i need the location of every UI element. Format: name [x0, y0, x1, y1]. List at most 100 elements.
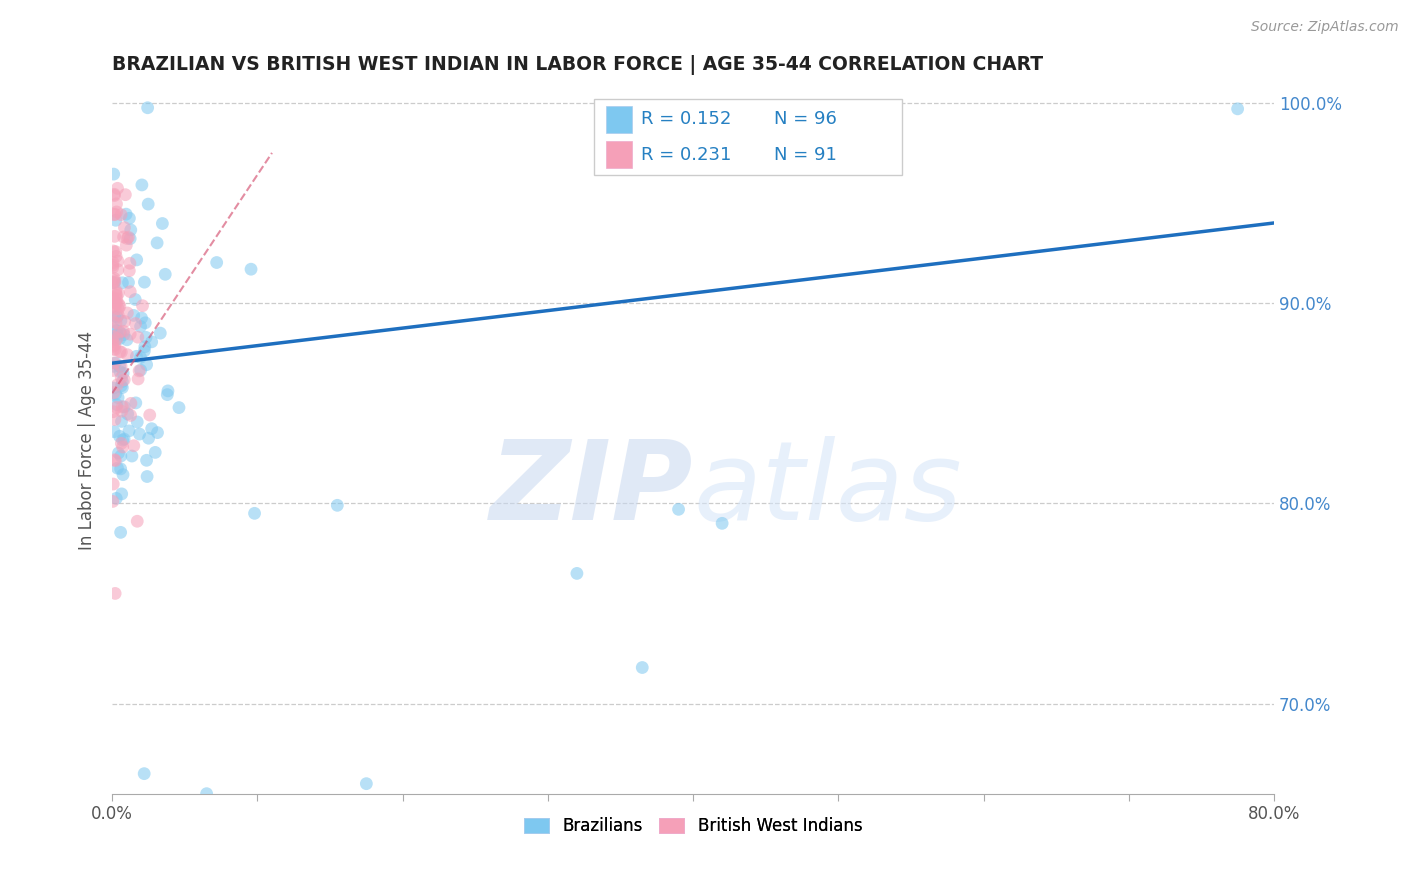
Point	[105, 327, 128, 342]
Point	[114, 187, 136, 202]
Point	[107, 181, 129, 195]
Point	[105, 296, 128, 310]
Point	[136, 469, 159, 483]
Point	[110, 326, 132, 340]
Point	[101, 334, 124, 349]
Point	[156, 387, 179, 401]
Point	[118, 256, 141, 270]
Point	[103, 405, 125, 419]
Point	[105, 398, 128, 412]
Point	[711, 516, 734, 531]
Point	[135, 453, 157, 467]
Point	[120, 232, 142, 246]
Point	[103, 322, 125, 336]
Point	[105, 286, 128, 301]
Point	[240, 262, 263, 277]
Point	[103, 381, 125, 395]
Point	[103, 276, 125, 290]
Point	[112, 366, 135, 380]
Point	[110, 379, 132, 393]
Point	[111, 400, 134, 414]
Point	[112, 324, 135, 338]
Point	[104, 213, 127, 227]
Point	[136, 101, 159, 115]
Point	[117, 348, 139, 362]
Point	[103, 244, 125, 258]
Text: atlas: atlas	[693, 436, 962, 543]
Point	[101, 494, 124, 508]
Point	[668, 502, 690, 516]
Point	[112, 373, 135, 387]
Point	[111, 375, 134, 389]
Point	[110, 345, 132, 359]
Point	[117, 230, 139, 244]
Point	[108, 299, 131, 313]
Point	[107, 254, 129, 268]
Point	[129, 363, 152, 377]
Point	[124, 293, 146, 307]
Point	[104, 387, 127, 401]
Point	[135, 358, 157, 372]
Point	[111, 487, 134, 501]
Point	[112, 467, 135, 482]
Point	[103, 359, 125, 374]
Point	[103, 356, 125, 370]
Point	[103, 385, 125, 400]
Point	[120, 327, 142, 342]
Point	[103, 271, 125, 285]
Point	[138, 431, 160, 445]
Point	[134, 340, 156, 354]
Point	[105, 331, 128, 345]
Point	[105, 324, 128, 338]
Point	[115, 238, 138, 252]
Legend: Brazilians, British West Indians: Brazilians, British West Indians	[517, 811, 869, 842]
Point	[118, 211, 141, 226]
Point	[127, 330, 149, 344]
Point	[105, 205, 128, 219]
Point	[117, 276, 139, 290]
Point	[110, 370, 132, 384]
Point	[125, 252, 148, 267]
Point	[565, 566, 588, 581]
Point	[110, 462, 132, 476]
Point	[103, 425, 125, 439]
Point	[111, 276, 134, 290]
Point	[115, 207, 138, 221]
Point	[134, 316, 156, 330]
Point	[101, 276, 124, 290]
Point	[103, 188, 125, 202]
Point	[101, 300, 124, 314]
Point	[125, 349, 148, 363]
Point	[104, 412, 127, 426]
Point	[131, 299, 153, 313]
Point	[631, 660, 654, 674]
Point	[104, 338, 127, 352]
Point	[167, 401, 190, 415]
Point	[146, 425, 169, 440]
Point	[112, 400, 135, 414]
Point	[110, 525, 132, 540]
Point	[107, 446, 129, 460]
Point	[149, 326, 172, 340]
Point	[108, 365, 131, 379]
Point	[108, 297, 131, 311]
Point	[101, 339, 124, 353]
Point	[104, 586, 127, 600]
Point	[124, 317, 146, 331]
Point	[127, 514, 149, 528]
Point	[131, 178, 153, 192]
Point	[120, 223, 142, 237]
Point	[131, 311, 153, 326]
Point	[150, 217, 173, 231]
Point	[104, 297, 127, 311]
Point	[107, 461, 129, 475]
Point	[103, 477, 125, 491]
Point	[104, 343, 127, 357]
Point	[103, 167, 125, 181]
Point	[128, 364, 150, 378]
Point	[243, 506, 266, 520]
Point	[111, 440, 134, 454]
Point	[110, 359, 132, 373]
Point	[134, 275, 156, 289]
Point	[104, 333, 127, 347]
